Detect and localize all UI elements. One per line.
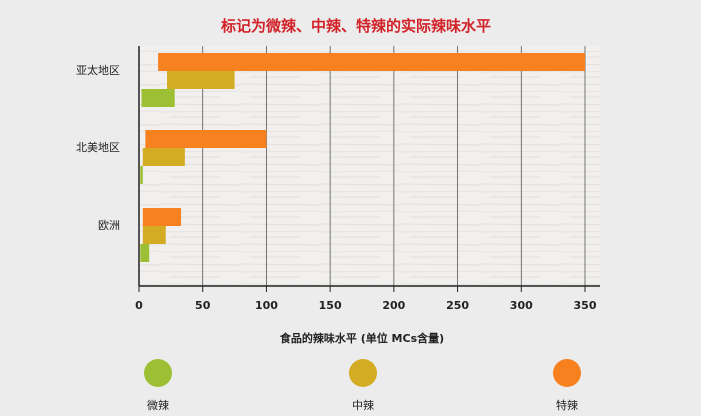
bar — [140, 244, 150, 262]
bar — [142, 226, 166, 244]
category-label: 亚太地区 — [76, 64, 120, 77]
bars — [140, 53, 585, 262]
legend-label: 特辣 — [556, 398, 578, 412]
tick-label: 200 — [382, 299, 405, 312]
bar — [142, 208, 182, 226]
bar — [145, 130, 267, 148]
legend-swatch — [144, 359, 172, 387]
tick-label: 250 — [446, 299, 469, 312]
legend-swatch — [553, 359, 581, 387]
tick-label: 0 — [135, 299, 143, 312]
bar — [167, 71, 235, 89]
legend-swatch — [349, 359, 377, 387]
bar — [142, 148, 185, 166]
legend-label: 中辣 — [352, 398, 374, 412]
tick-label: 150 — [319, 299, 342, 312]
category-label: 北美地区 — [76, 141, 120, 154]
category-label: 欧洲 — [98, 219, 120, 232]
x-axis-label: 食品的辣味水平 (单位 MCs含量) — [280, 331, 444, 345]
axes — [138, 46, 600, 292]
bar — [158, 53, 585, 71]
tick-labels: 0 50 100 150 200 250 300 350 — [135, 299, 597, 312]
legend: 微辣 中辣 特辣 — [144, 359, 581, 412]
bar — [140, 166, 143, 184]
chart-title: 标记为微辣、中辣、特辣的实际辣味水平 — [220, 17, 491, 35]
tick-label: 100 — [255, 299, 278, 312]
legend-label: 微辣 — [147, 398, 169, 412]
bar — [141, 89, 175, 107]
tick-label: 350 — [574, 299, 597, 312]
tick-label: 300 — [510, 299, 533, 312]
tick-label: 50 — [195, 299, 211, 312]
